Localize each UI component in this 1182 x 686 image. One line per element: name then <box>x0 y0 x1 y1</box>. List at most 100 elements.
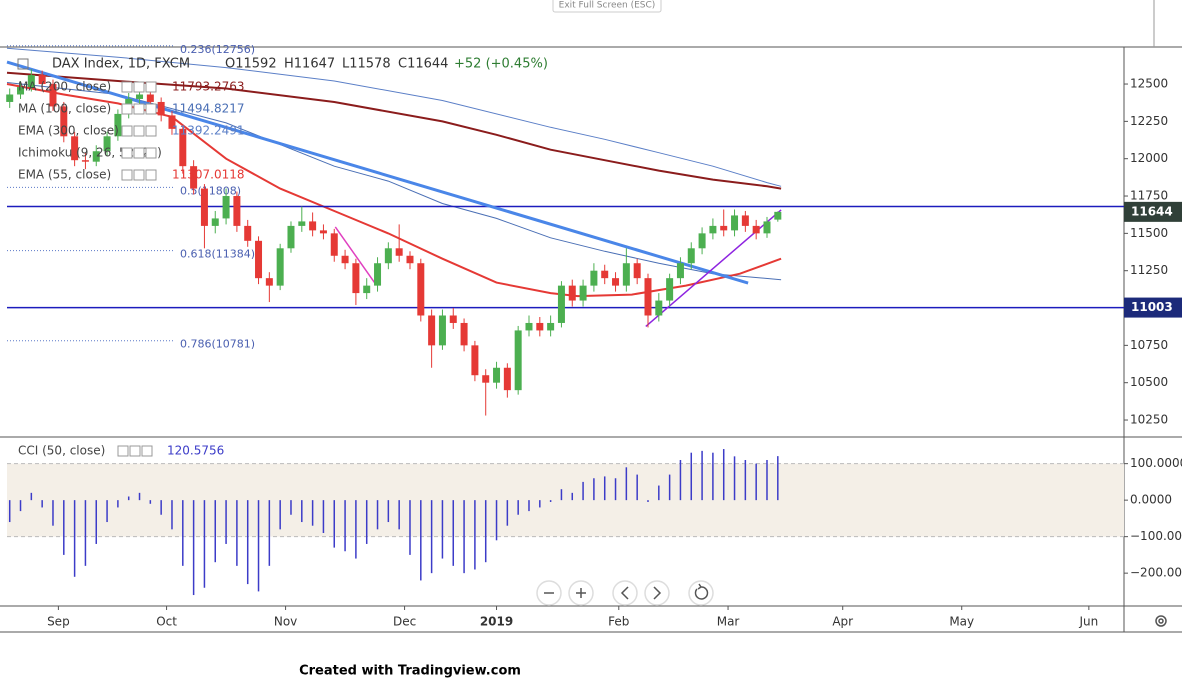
candle-body <box>731 215 739 231</box>
cci-bar <box>322 500 325 533</box>
y-tick-label: 11250 <box>1130 263 1168 277</box>
candle-body <box>157 101 165 116</box>
ohlc-close: C11644 <box>398 57 448 72</box>
candle-body <box>49 84 57 107</box>
candle-body <box>136 94 144 99</box>
cci-bar <box>333 500 336 548</box>
indicator-control <box>133 169 145 181</box>
x-tick-label: Apr <box>832 615 853 629</box>
candle-body <box>612 278 620 286</box>
candle-body <box>644 278 652 316</box>
candle-body <box>633 263 641 279</box>
indicator-control <box>145 147 157 159</box>
indicator-control <box>121 103 133 115</box>
exit-button[interactable] <box>552 0 662 13</box>
price-label-box <box>1124 297 1182 318</box>
indicator-value: 11793.2763 <box>172 80 245 94</box>
trend-line <box>6 60 749 285</box>
candle-body <box>449 315 457 323</box>
candle-body <box>352 263 360 294</box>
cci-bar <box>376 500 379 530</box>
y-tick-label: −100.0000 <box>1130 529 1182 543</box>
candle-body <box>709 225 717 234</box>
cci-bar <box>517 500 519 515</box>
candle-body <box>514 330 522 391</box>
cci-bar <box>603 476 606 501</box>
candle-body <box>244 225 252 241</box>
indicator-control <box>133 147 145 159</box>
candle-body <box>265 278 273 286</box>
candle-body <box>168 115 176 129</box>
indicator-control <box>129 445 141 457</box>
cci-bar <box>701 450 703 501</box>
cci-bar <box>647 500 649 502</box>
cci-bar <box>668 474 671 501</box>
indicator-value: 11307.0118 <box>172 168 245 182</box>
indicator-value: 120.5756 <box>167 444 224 458</box>
candle-body <box>384 248 392 264</box>
cci-bar <box>127 496 130 501</box>
cci-bar <box>279 500 281 530</box>
y-tick-label: 11500 <box>1130 226 1168 240</box>
candle-body <box>417 263 425 316</box>
y-tick-label: 10250 <box>1130 413 1168 427</box>
candle-body <box>687 248 695 264</box>
trend-line <box>334 226 377 285</box>
zoom-in-icon <box>576 588 586 598</box>
y-tick-label: 10500 <box>1130 375 1168 389</box>
cci-bar <box>679 459 682 501</box>
candle-body <box>774 211 782 220</box>
cci-bar <box>539 500 541 508</box>
cci-bar <box>560 489 563 501</box>
last-price-box <box>1124 201 1182 222</box>
scroll-left[interactable] <box>612 580 638 606</box>
nav-controls <box>536 580 1167 627</box>
indicator-control <box>117 445 129 457</box>
exit-button-label[interactable]: Exit Full Screen (ESC) <box>559 1 656 11</box>
candle-body <box>493 367 501 383</box>
cci-bar <box>257 500 260 592</box>
candle-body <box>71 136 79 161</box>
cci-bar <box>452 500 455 566</box>
cci-bar <box>160 500 162 515</box>
indicator-control <box>133 125 145 137</box>
cci-bar <box>182 500 184 566</box>
indicator-name: EMA (300, close) <box>18 124 119 138</box>
scroll-right[interactable] <box>644 580 670 606</box>
cci-bar <box>344 500 346 552</box>
cci-bar <box>365 500 368 544</box>
indicator-control <box>121 81 133 93</box>
cci-bar <box>625 467 628 501</box>
candle-body <box>38 75 46 85</box>
cci-bar <box>614 478 617 501</box>
x-tick-label: Feb <box>608 615 629 629</box>
candle-body <box>27 75 35 88</box>
candle-body <box>763 221 771 234</box>
candle-body <box>752 225 760 234</box>
cci-bar <box>755 463 757 501</box>
candle-body <box>200 188 208 226</box>
candle-body <box>276 248 284 286</box>
settings[interactable] <box>1155 615 1167 627</box>
moving-average <box>6 83 782 298</box>
cci-bar <box>582 481 584 501</box>
candle-body <box>698 233 706 249</box>
candle-body <box>557 285 565 323</box>
indicator-value: 11494.8217 <box>172 102 245 116</box>
scroll-right-icon <box>653 586 662 600</box>
candle-body <box>92 151 100 162</box>
cci-bar <box>225 500 227 544</box>
candle-body <box>547 322 555 331</box>
cci-bar <box>549 500 552 502</box>
candle-body <box>81 160 89 162</box>
candle-body <box>60 106 68 137</box>
candle-body <box>17 87 25 95</box>
indicator-control <box>145 81 157 93</box>
indicator-control <box>145 169 157 181</box>
reset[interactable] <box>688 580 714 606</box>
cci-bar <box>246 500 249 585</box>
legend: DAX Index, 1D, FXCM O11592 H11647 L11578… <box>17 57 548 182</box>
cci-bar <box>84 500 87 566</box>
cci-bar <box>106 500 108 523</box>
